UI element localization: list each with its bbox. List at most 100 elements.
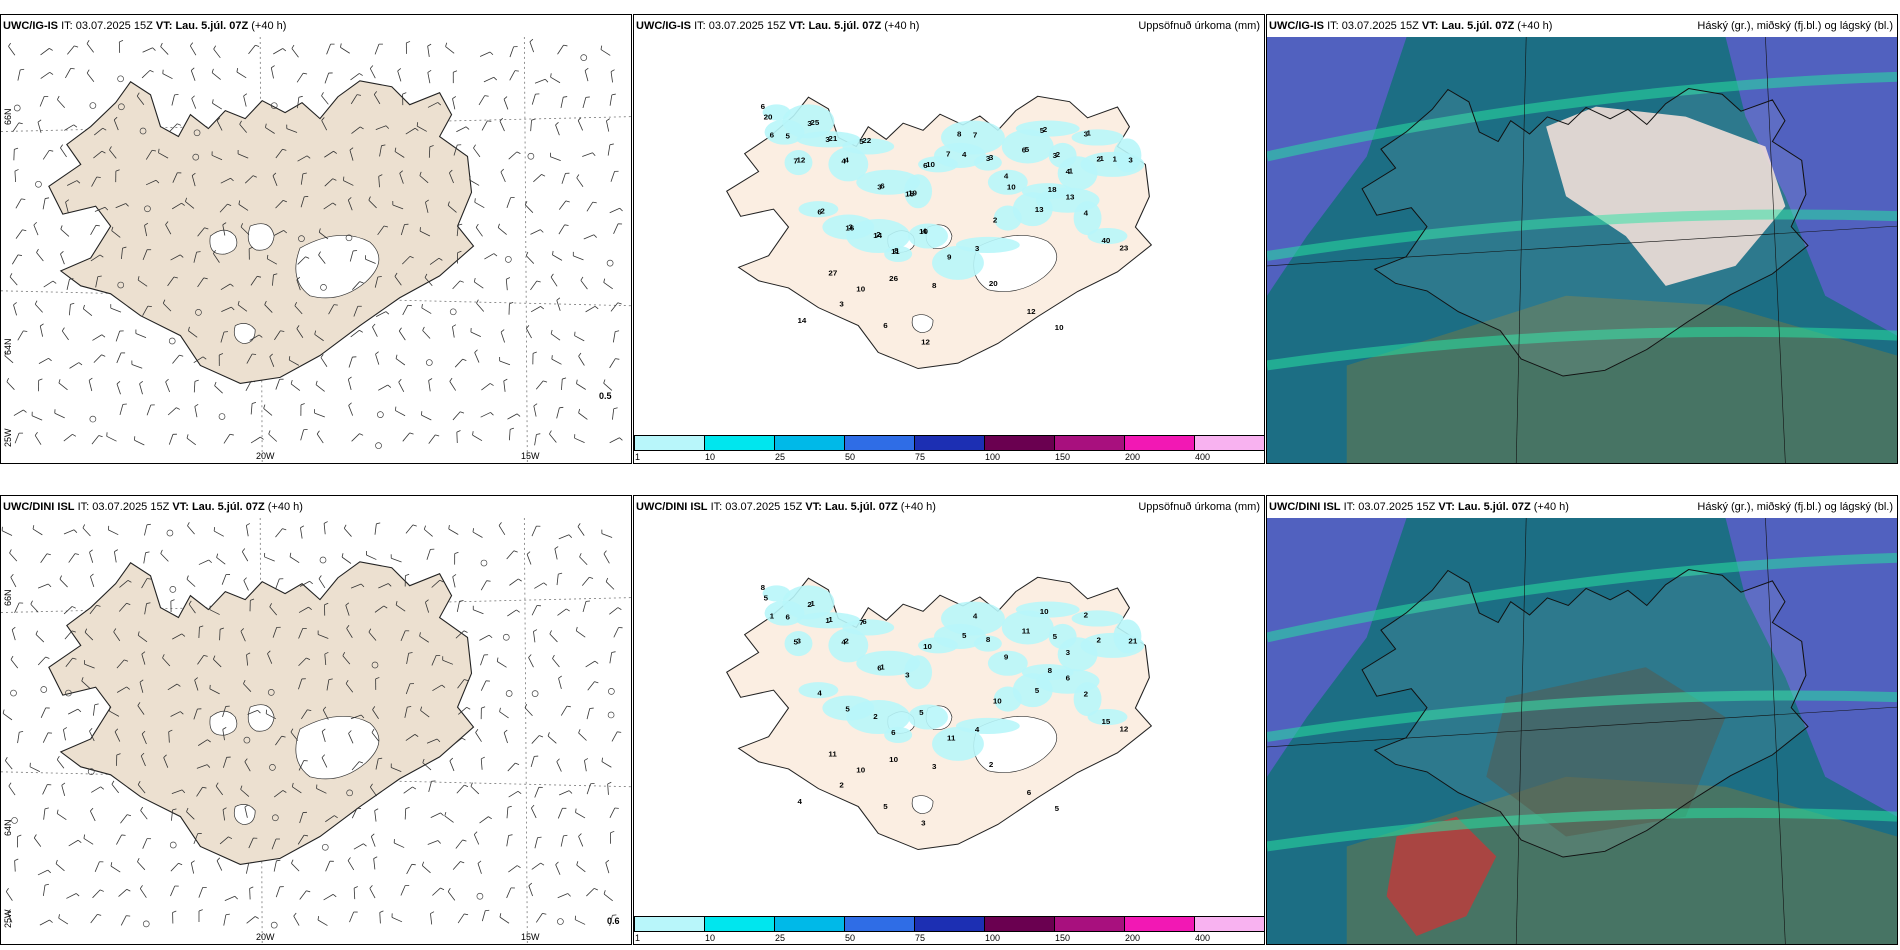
wind-barb: [452, 326, 455, 338]
colorbar-tick-label: 1: [635, 933, 641, 943]
wind-barb-feather: [2, 709, 5, 714]
wind-barb: [193, 833, 199, 845]
it-label: IT:: [61, 20, 73, 32]
wind-barb: [605, 862, 610, 874]
wind-barb-feather: [95, 224, 100, 227]
wind-barb-feather: [578, 352, 582, 357]
vt-value: Lau. 5.júl. 07Z: [175, 20, 249, 32]
wind-barb: [373, 94, 381, 105]
precip-value: 9: [1004, 653, 1008, 662]
lead-time: (+40 h): [1517, 20, 1553, 32]
wind-barb-feather: [77, 708, 82, 713]
wind-barb-feather: [273, 273, 278, 276]
wind-barb: [430, 913, 433, 925]
wind-barb: [56, 759, 65, 769]
wind-barb: [550, 333, 561, 341]
wind-barb-feather: [44, 883, 49, 886]
wind-barb-feather: [318, 575, 322, 579]
wind-barb-feather: [615, 358, 620, 360]
calm-wind-marker: [13, 104, 21, 112]
wind-barb: [300, 196, 305, 208]
wind-barb: [347, 860, 355, 871]
wind-barb: [83, 308, 93, 316]
wind-barb: [275, 200, 284, 209]
wind-barb-feather: [70, 302, 75, 305]
wind-barb-feather: [127, 814, 132, 817]
wind-barb-feather: [524, 201, 528, 205]
wind-map[interactable]: [1, 37, 631, 463]
wind-barb-feather: [609, 143, 614, 146]
cloud-map[interactable]: [1267, 37, 1897, 463]
wind-barb: [162, 73, 173, 80]
wind-barb: [297, 256, 306, 265]
wind-barb-feather: [452, 324, 457, 328]
wind-barb: [222, 224, 226, 236]
wind-barb-feather: [524, 704, 528, 708]
wind-barb: [220, 331, 225, 343]
wind-barb-feather: [436, 738, 441, 743]
wind-barb: [452, 411, 461, 421]
wind-barb: [94, 861, 100, 872]
wind-barb: [64, 630, 73, 640]
wind-barb-feather: [556, 758, 560, 762]
wind-barb: [191, 98, 197, 109]
precip-value: 13: [1066, 193, 1075, 202]
wind-barb-feather: [575, 626, 578, 631]
wind-barb-feather: [191, 172, 196, 176]
wind-barb: [319, 231, 329, 240]
wind-barb-feather: [179, 254, 184, 258]
wind-barb-feather: [45, 656, 50, 659]
wind-barb: [243, 95, 247, 107]
wind-barb-feather: [516, 609, 520, 613]
wind-barb: [141, 733, 147, 745]
calm-wind-marker: [168, 337, 176, 345]
cloud-band: [1267, 690, 1897, 742]
wind-barb: [526, 554, 532, 565]
precip-shading: [955, 236, 1020, 254]
wind-barb-feather: [165, 378, 169, 383]
wind-barb-feather: [203, 654, 208, 657]
wind-barb: [42, 885, 46, 896]
wind-barb-feather: [48, 357, 52, 362]
wind-barb: [241, 551, 249, 562]
precip-value: 23: [1119, 244, 1128, 253]
wind-barb-feather: [420, 706, 423, 711]
it-label: IT:: [77, 501, 90, 513]
precip-shading: [955, 717, 1020, 735]
precip-value: 26: [889, 274, 898, 283]
wind-barb-feather: [568, 534, 572, 538]
precip-map[interactable]: 6 5 3 3 7 4 5 3 15 6 4 7 3 4 6 5 3 4 3 2 3 6 16 14 11 10 9 3 2 13 18 13…: [634, 37, 1264, 435]
wind-barb: [609, 358, 616, 369]
model-name: UWC/IG-IS: [1269, 20, 1324, 32]
wind-barb: [348, 733, 354, 744]
wind-barb: [350, 73, 360, 81]
wind-barb: [392, 204, 404, 210]
wind-barb-feather: [254, 916, 259, 919]
precip-value: 7: [946, 150, 950, 159]
wind-barb-feather: [211, 68, 214, 73]
wind-barb: [449, 381, 457, 391]
wind-barb: [378, 583, 389, 589]
wind-barb-map: [1, 37, 631, 463]
wind-barb-feather: [204, 227, 209, 230]
wind-barb: [240, 789, 250, 797]
cloud-map[interactable]: [1267, 518, 1897, 944]
wind-barb-feather: [447, 201, 450, 206]
wind-barb-feather: [188, 600, 192, 605]
wind-barb-feather: [160, 549, 163, 554]
precip-title: Uppsöfnuð úrkoma (mm): [1138, 501, 1260, 513]
precip-map[interactable]: 8 6 2 1 5 4 7 6 3 10 5 4 8 9 11 10 5 3 2 2 21 4 5 2 6 5 11 4 10 5 8 6 2 1…: [634, 518, 1264, 916]
wind-barb-feather: [248, 246, 253, 250]
wind-barb: [13, 304, 17, 316]
land-group: [48, 80, 475, 384]
wind-barb: [558, 534, 570, 540]
wind-map[interactable]: [1, 518, 631, 944]
wind-barb-feather: [291, 782, 294, 787]
precip-shading: [782, 104, 835, 139]
precip-shading: [1071, 610, 1124, 627]
wind-barb: [316, 433, 324, 444]
wind-barb-feather: [605, 577, 609, 582]
colorbar-tick-label: 200: [1125, 452, 1141, 462]
wind-barb: [300, 429, 305, 441]
wind-barb: [499, 916, 510, 924]
